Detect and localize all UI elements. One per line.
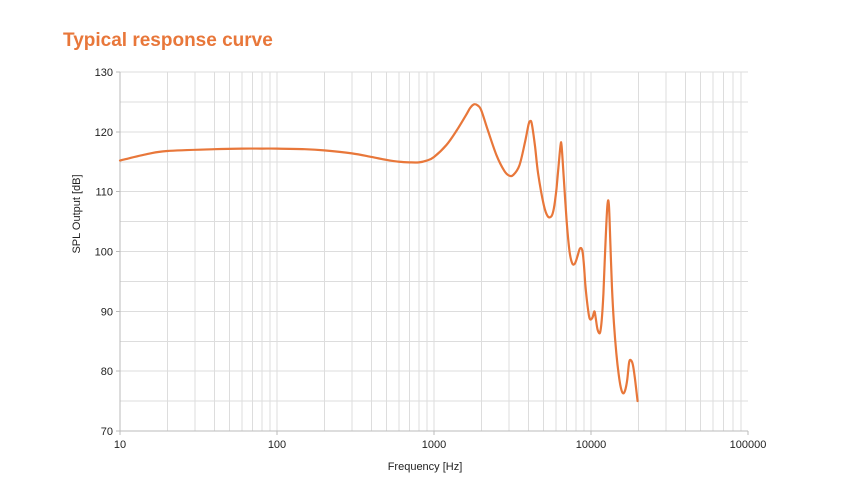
chart-title: Typical response curve (63, 30, 273, 51)
x-tick-label: 10 (114, 439, 126, 451)
y-tick-label: 80 (101, 366, 113, 378)
y-tick-label: 130 (95, 67, 113, 79)
y-tick-label: 120 (95, 127, 113, 139)
tick-labels: 70 80 90 100 110 120 130 10 100 1000 10000 100000 (95, 67, 767, 451)
x-tick-label: 1000 (422, 439, 446, 451)
axes (116, 71, 749, 435)
y-tick-label: 70 (101, 426, 113, 438)
x-tick-label: 10000 (576, 439, 607, 451)
y-tick-label: 90 (101, 306, 113, 318)
y-tick-label: 100 (95, 247, 113, 259)
grid (119, 71, 748, 432)
x-axis-title: Frequency [Hz] (388, 461, 463, 473)
x-tick-label: 100 (268, 439, 286, 451)
x-tick-label: 100000 (730, 439, 767, 451)
y-tick-label: 110 (95, 187, 113, 199)
y-axis-title: SPL Output [dB] (71, 174, 83, 253)
response-curve-line (118, 103, 639, 403)
